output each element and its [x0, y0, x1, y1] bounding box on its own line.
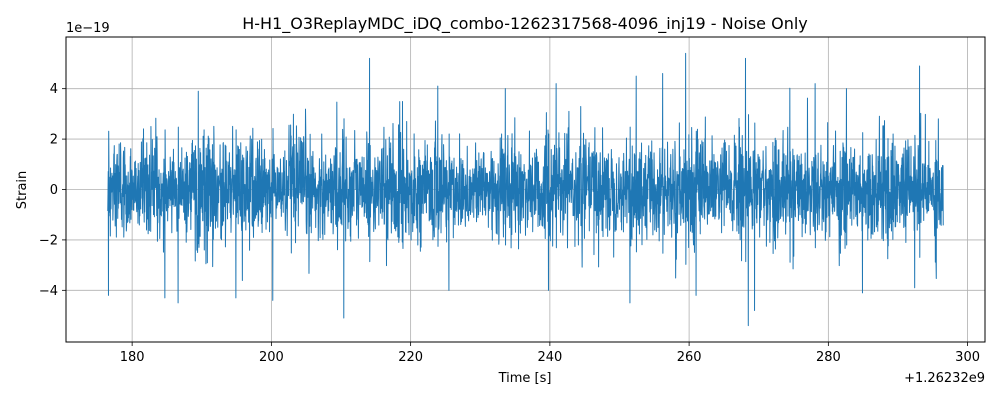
x-tick-label: 300: [955, 350, 980, 365]
x-axis-label: Time [s]: [498, 371, 552, 386]
x-axis-ticks: 180 200 220 240 260 280 300: [120, 342, 980, 365]
x-tick-label: 240: [537, 350, 562, 365]
y-tick-label: 2: [50, 133, 58, 148]
y-axis-label: Strain: [15, 171, 30, 210]
x-tick-label: 220: [398, 350, 423, 365]
chart-title: H-H1_O3ReplayMDC_iDQ_combo-1262317568-40…: [242, 14, 808, 34]
strain-series: [107, 52, 944, 327]
x-tick-label: 280: [816, 350, 841, 365]
x-tick-label: 200: [259, 350, 284, 365]
x-tick-label: 180: [120, 350, 145, 365]
y-tick-label: 4: [50, 82, 58, 97]
x-offset-label: +1.26232e9: [904, 371, 985, 386]
y-tick-label: −2: [39, 233, 58, 248]
y-scale-label: 1e−19: [66, 21, 110, 36]
y-axis-ticks: −4 −2 0 2 4: [39, 82, 66, 299]
y-tick-label: 0: [50, 183, 58, 198]
y-tick-label: −4: [39, 284, 58, 299]
x-tick-label: 260: [677, 350, 702, 365]
strain-series-line: [107, 52, 944, 327]
